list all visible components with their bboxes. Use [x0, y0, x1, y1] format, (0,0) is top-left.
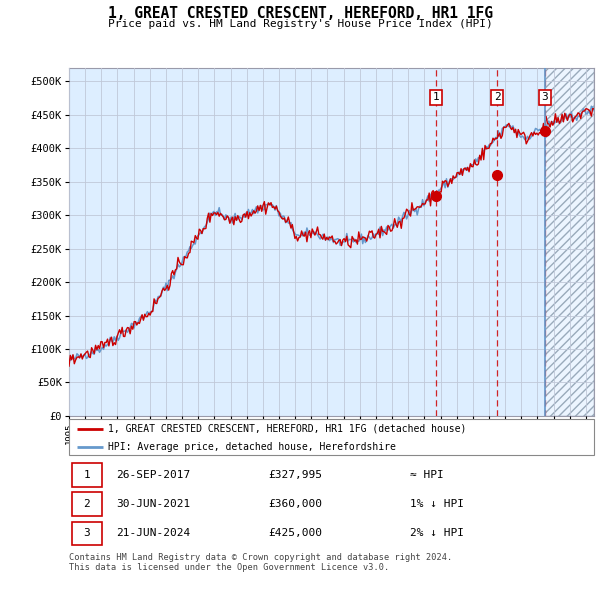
Text: 2: 2	[494, 93, 500, 103]
Text: 26-SEP-2017: 26-SEP-2017	[116, 470, 191, 480]
Text: Price paid vs. HM Land Registry's House Price Index (HPI): Price paid vs. HM Land Registry's House …	[107, 19, 493, 29]
Text: Contains HM Land Registry data © Crown copyright and database right 2024.
This d: Contains HM Land Registry data © Crown c…	[69, 553, 452, 572]
Text: HPI: Average price, detached house, Herefordshire: HPI: Average price, detached house, Here…	[109, 442, 396, 453]
Text: 3: 3	[83, 529, 90, 539]
Text: 30-JUN-2021: 30-JUN-2021	[116, 499, 191, 509]
Text: 3: 3	[542, 93, 548, 103]
Text: 1, GREAT CRESTED CRESCENT, HEREFORD, HR1 1FG: 1, GREAT CRESTED CRESCENT, HEREFORD, HR1…	[107, 6, 493, 21]
Bar	[545, 68, 594, 416]
Text: 21-JUN-2024: 21-JUN-2024	[116, 529, 191, 539]
FancyBboxPatch shape	[71, 492, 102, 516]
Text: 2% ↓ HPI: 2% ↓ HPI	[410, 529, 464, 539]
Text: 1, GREAT CRESTED CRESCENT, HEREFORD, HR1 1FG (detached house): 1, GREAT CRESTED CRESCENT, HEREFORD, HR1…	[109, 424, 467, 434]
Text: ≈ HPI: ≈ HPI	[410, 470, 444, 480]
Text: 1: 1	[83, 470, 90, 480]
Text: 1: 1	[433, 93, 440, 103]
FancyBboxPatch shape	[71, 522, 102, 545]
FancyBboxPatch shape	[71, 463, 102, 487]
Text: £425,000: £425,000	[269, 529, 323, 539]
Text: 2: 2	[83, 499, 90, 509]
Text: £360,000: £360,000	[269, 499, 323, 509]
Text: 1% ↓ HPI: 1% ↓ HPI	[410, 499, 464, 509]
Text: £327,995: £327,995	[269, 470, 323, 480]
FancyBboxPatch shape	[69, 419, 594, 455]
Bar	[545, 68, 594, 416]
